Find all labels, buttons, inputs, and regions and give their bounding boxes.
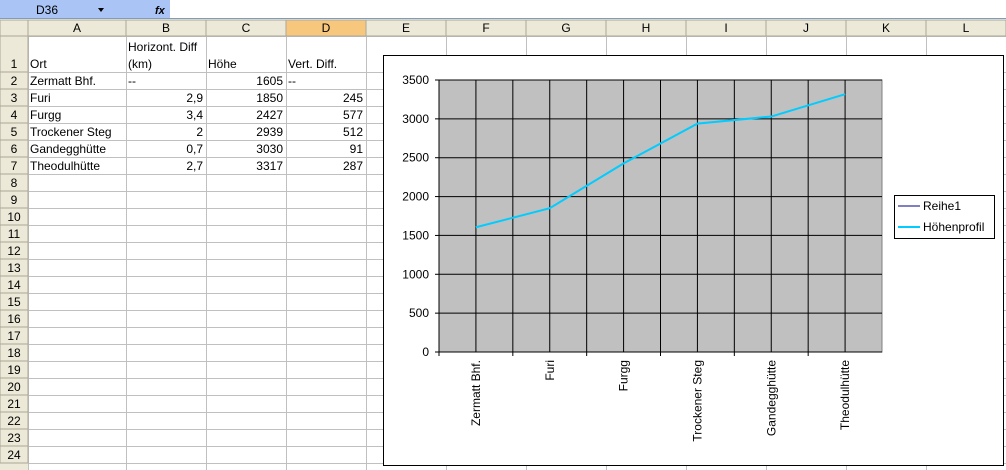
formula-bar (0, 0, 1006, 19)
y-tick-label: 1000 (402, 267, 429, 281)
legend[interactable] (894, 195, 995, 239)
row-header-label: 15 (7, 295, 21, 309)
column-header-label: A (73, 21, 81, 35)
cell-text: Theodulhütte (30, 159, 100, 173)
cell-text: Ort (30, 57, 47, 71)
cell-number: 2,7 (186, 159, 203, 173)
row-header-label: 5 (11, 125, 18, 139)
column-header-label: I (724, 21, 727, 35)
row-header-label: 7 (11, 159, 18, 173)
row-header-label: 11 (8, 227, 21, 241)
cell-number: 91 (350, 142, 364, 156)
y-tick-label: 0 (422, 345, 429, 359)
cell-number: 2939 (256, 125, 283, 139)
cell-number: 3,4 (186, 108, 203, 122)
cell-number: 245 (343, 91, 363, 105)
formula-button-area (118, 0, 170, 18)
cell-number: 1605 (256, 74, 283, 88)
row-header-label: 10 (7, 210, 21, 224)
x-tick-label: Trockener Steg (690, 360, 704, 442)
y-tick-label: 3000 (402, 112, 429, 126)
row-header-label: 17 (7, 329, 21, 343)
row-header-label: 4 (11, 108, 18, 122)
row-header-label: 12 (7, 244, 21, 258)
column-header[interactable] (925, 19, 1006, 37)
cell-text: Höhe (208, 57, 237, 71)
x-tick-label: Furi (543, 360, 557, 381)
legend-label: Reihe1 (923, 199, 961, 213)
row-header-label: 9 (11, 193, 18, 207)
column-header-label: C (242, 21, 251, 35)
row-header-label: 22 (7, 414, 21, 428)
x-tick-label: Zermatt Bhf. (469, 360, 483, 426)
select-all[interactable] (0, 19, 29, 37)
row-header-label: 21 (7, 397, 21, 411)
x-tick-label: Theodulhütte (838, 360, 852, 430)
cell-number: 512 (343, 125, 363, 139)
cell-number: 2427 (256, 108, 283, 122)
cell-number: 2 (196, 125, 203, 139)
cell-number: 3030 (256, 142, 283, 156)
name-box[interactable] (0, 0, 118, 18)
cell-number: 0,7 (186, 142, 203, 156)
row-header-label: 19 (7, 363, 21, 377)
row-header-label: 20 (7, 380, 21, 394)
cell-text: Horizont. Diff (128, 40, 198, 54)
y-tick-label: 1500 (402, 228, 429, 242)
legend-label: Höhenprofil (923, 220, 984, 234)
row-header-label: 13 (7, 261, 21, 275)
y-tick-label: 500 (409, 306, 429, 320)
row-header[interactable] (0, 445, 29, 464)
column-header-label: J (803, 21, 809, 35)
y-tick-label: 2000 (402, 190, 429, 204)
x-tick-label: Furgg (617, 360, 631, 391)
row-header-label: 14 (7, 278, 21, 292)
y-tick-label: 3500 (402, 73, 429, 87)
row-header-label: 3 (11, 91, 18, 105)
column-header-label: B (162, 21, 170, 35)
name-box-text: D36 (36, 3, 58, 17)
column-header-label: D (322, 21, 331, 35)
column-header-label: K (882, 21, 890, 35)
cell-text: -- (288, 74, 296, 88)
y-tick-label: 2500 (402, 151, 429, 165)
name-box-dropdown[interactable] (98, 8, 104, 12)
cell-number: 577 (343, 108, 363, 122)
fx-button[interactable]: fx (155, 5, 166, 17)
row-header-label: 1 (11, 57, 18, 71)
row-header-label: 18 (7, 346, 21, 360)
cell-number: 2,9 (186, 91, 203, 105)
cell-text: -- (128, 74, 136, 88)
cell-text: Zermatt Bhf. (30, 74, 96, 88)
row-header-label: 16 (7, 312, 21, 326)
cell-text: Gandegghütte (30, 142, 106, 156)
cell-text: Furi (30, 91, 51, 105)
column-header-label: G (561, 21, 570, 35)
row-header-label: 8 (11, 176, 18, 190)
column-header-label: E (402, 21, 410, 35)
column-header-label: H (642, 21, 651, 35)
row-header-label: 24 (7, 448, 21, 462)
row-header-label: 23 (7, 431, 21, 445)
cell-text: Trockener Steg (30, 125, 112, 139)
row-header-label: 2 (11, 74, 18, 88)
x-tick-label: Gandegghütte (764, 360, 778, 436)
series-line (475, 93, 846, 229)
cell-text: (km) (128, 57, 152, 71)
row-header-label: 6 (11, 142, 18, 156)
cell-number: 287 (343, 159, 363, 173)
column-header-label: F (482, 21, 489, 35)
cell-number: 1850 (256, 91, 283, 105)
cell-text: Furgg (30, 108, 61, 122)
cell-number: 3317 (256, 159, 283, 173)
chart-object[interactable]: 0 500 1000 1500 2000 2500 3000 3500 Zermatt Bhf.… (383, 55, 1004, 466)
column-header-label: L (963, 21, 970, 35)
cell-text: Vert. Diff. (288, 57, 337, 71)
